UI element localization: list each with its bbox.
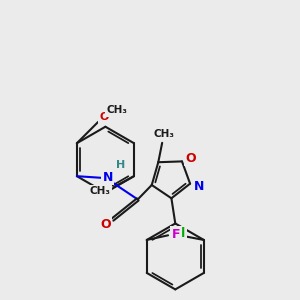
Text: H: H xyxy=(116,160,125,170)
Text: N: N xyxy=(194,180,204,193)
Text: CH₃: CH₃ xyxy=(90,186,111,196)
Text: Cl: Cl xyxy=(172,227,186,240)
Text: CH₃: CH₃ xyxy=(154,129,175,139)
Text: F: F xyxy=(172,228,180,241)
Text: CH₃: CH₃ xyxy=(106,105,127,115)
Text: N: N xyxy=(103,171,113,184)
Text: O: O xyxy=(99,112,109,122)
Text: O: O xyxy=(100,218,111,231)
Text: O: O xyxy=(185,152,196,165)
